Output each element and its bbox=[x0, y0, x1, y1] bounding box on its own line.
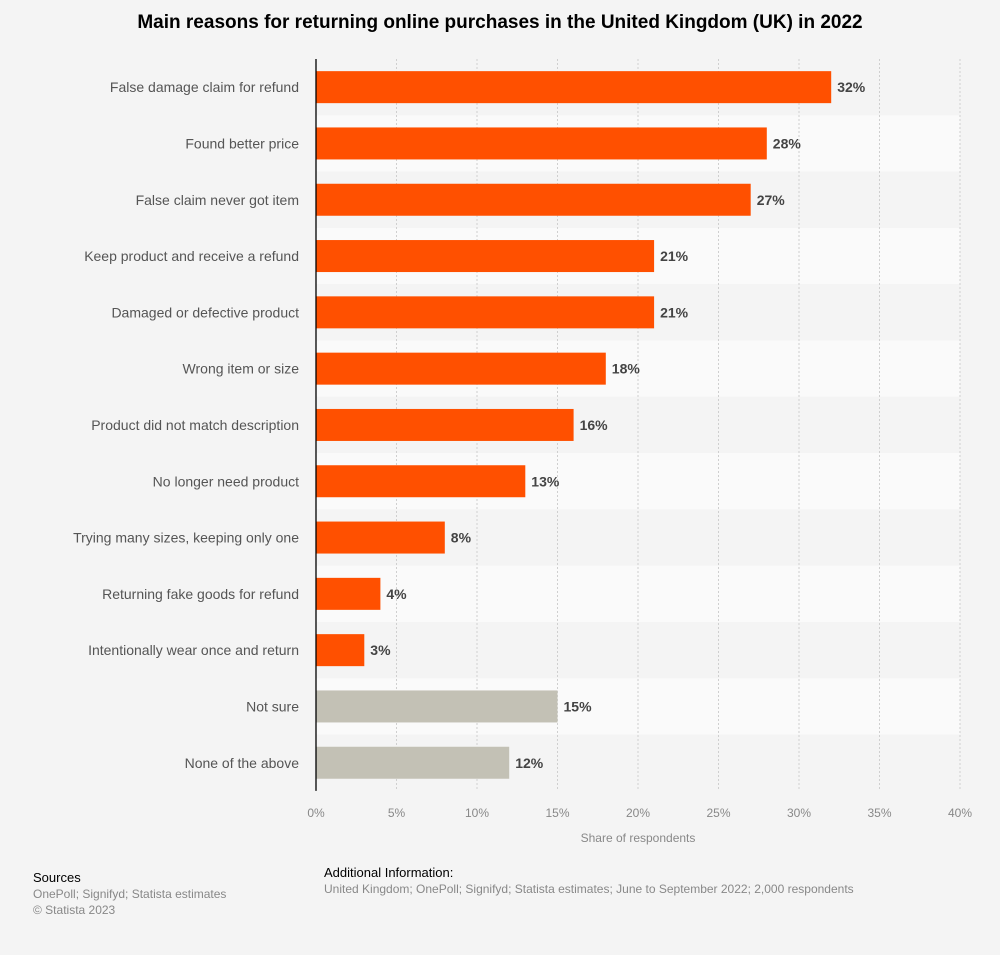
value-label: 3% bbox=[370, 642, 391, 658]
bar bbox=[316, 465, 526, 498]
x-tick-label: 30% bbox=[787, 806, 811, 820]
category-label: Intentionally wear once and return bbox=[88, 642, 299, 658]
sources-text[interactable]: OnePoll; Signifyd; Statista estimates bbox=[33, 887, 227, 901]
category-label: Keep product and receive a refund bbox=[84, 248, 299, 264]
category-label: Not sure bbox=[246, 698, 299, 714]
x-tick-label: 0% bbox=[307, 806, 325, 820]
row-band bbox=[316, 622, 960, 679]
category-label: False claim never got item bbox=[136, 192, 299, 208]
value-label: 8% bbox=[451, 530, 472, 546]
sources-block: Sources OnePoll; Signifyd; Statista esti… bbox=[33, 870, 226, 918]
value-label: 13% bbox=[531, 473, 560, 489]
category-label: No longer need product bbox=[153, 473, 299, 489]
bar bbox=[316, 521, 445, 554]
category-label: False damage claim for refund bbox=[110, 79, 299, 95]
category-label: Found better price bbox=[185, 135, 299, 151]
value-label: 28% bbox=[773, 135, 802, 151]
bar bbox=[316, 408, 574, 441]
additional-info-text: United Kingdom; OnePoll; Signifyd; Stati… bbox=[324, 882, 854, 896]
bar bbox=[316, 577, 381, 610]
value-label: 21% bbox=[660, 304, 689, 320]
x-tick-label: 25% bbox=[706, 806, 730, 820]
value-label: 21% bbox=[660, 248, 689, 264]
category-label: Wrong item or size bbox=[183, 361, 300, 377]
value-label: 12% bbox=[515, 755, 544, 771]
category-label: Damaged or defective product bbox=[111, 304, 299, 320]
x-tick-label: 5% bbox=[388, 806, 406, 820]
x-tick-label: 10% bbox=[465, 806, 489, 820]
value-label: 16% bbox=[580, 417, 609, 433]
x-tick-label: 40% bbox=[948, 806, 972, 820]
category-label: None of the above bbox=[185, 755, 300, 771]
value-label: 15% bbox=[564, 698, 593, 714]
additional-info-heading: Additional Information: bbox=[324, 865, 454, 880]
bar-chart: 0% 5% 10% 15% 20% 25% 30% 35% 40% False damage cl… bbox=[73, 59, 972, 845]
bar bbox=[316, 634, 365, 667]
bar bbox=[316, 127, 767, 160]
bar bbox=[316, 352, 606, 385]
category-label: Trying many sizes, keeping only one bbox=[73, 530, 299, 546]
x-tick-label: 35% bbox=[867, 806, 891, 820]
bar bbox=[316, 690, 558, 723]
category-label: Returning fake goods for refund bbox=[102, 586, 299, 602]
row-band bbox=[316, 565, 960, 622]
category-label: Product did not match description bbox=[91, 417, 299, 433]
x-axis-title: Share of respondents bbox=[581, 831, 696, 845]
chart-title: Main reasons for returning online purcha… bbox=[137, 12, 863, 33]
bar bbox=[316, 71, 832, 104]
copyright: © Statista 2023 bbox=[33, 903, 116, 917]
value-label: 27% bbox=[757, 192, 786, 208]
x-tick-label: 15% bbox=[545, 806, 569, 820]
value-label: 4% bbox=[386, 586, 407, 602]
additional-info-block: Additional Information: United Kingdom; … bbox=[324, 865, 854, 897]
bar bbox=[316, 240, 655, 273]
x-tick-label: 20% bbox=[626, 806, 650, 820]
bar bbox=[316, 183, 751, 216]
value-label: 32% bbox=[837, 79, 866, 95]
sources-heading: Sources bbox=[33, 870, 81, 885]
bar bbox=[316, 746, 510, 779]
bar bbox=[316, 296, 655, 329]
value-label: 18% bbox=[612, 361, 641, 377]
